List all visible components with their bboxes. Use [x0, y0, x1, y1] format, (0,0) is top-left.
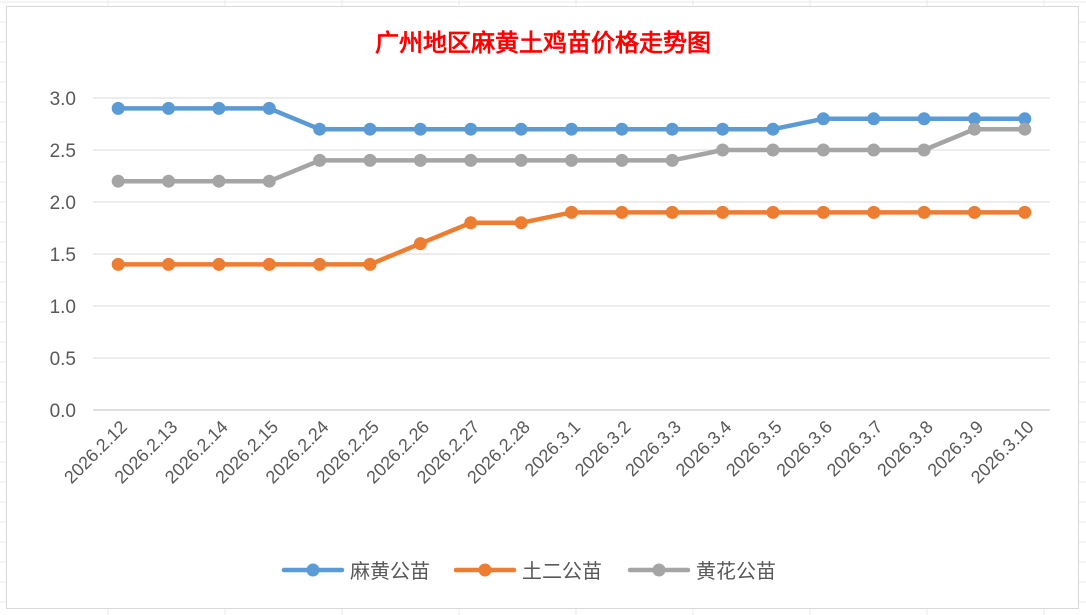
data-point-series-3	[1018, 122, 1032, 136]
data-point-series-1	[262, 101, 276, 115]
data-point-series-1	[413, 122, 427, 136]
data-point-series-1	[514, 122, 528, 136]
legend-label: 麻黄公苗	[350, 559, 430, 583]
data-point-series-3	[464, 153, 478, 167]
data-point-series-1	[565, 122, 578, 136]
data-point-series-1	[716, 122, 730, 136]
data-point-series-2	[816, 205, 830, 219]
chart-title: 广州地区麻黄土鸡苗价格走势图	[375, 28, 711, 57]
data-point-series-2	[565, 205, 578, 219]
data-point-series-2	[363, 257, 377, 271]
y-tick-label: 2.5	[50, 141, 76, 162]
data-point-series-2	[766, 205, 780, 219]
data-point-series-2	[917, 205, 931, 219]
legend-label: 黄花公苗	[696, 559, 776, 583]
data-point-series-3	[615, 153, 629, 167]
data-point-series-1	[917, 112, 931, 126]
legend-item-1: 麻黄公苗	[281, 559, 430, 583]
data-point-series-3	[716, 143, 730, 157]
data-point-series-3	[917, 143, 931, 157]
data-point-series-3	[313, 153, 327, 167]
data-point-series-3	[565, 153, 578, 167]
data-point-series-1	[615, 122, 629, 136]
data-point-series-2	[212, 257, 226, 271]
data-point-series-1	[816, 112, 830, 126]
legend-marker	[478, 563, 492, 577]
data-point-series-2	[262, 257, 276, 271]
data-point-series-2	[716, 205, 730, 219]
data-point-series-1	[464, 122, 478, 136]
data-point-series-3	[967, 122, 981, 136]
legend-item-2: 土二公苗	[453, 559, 602, 583]
data-point-series-3	[867, 143, 881, 157]
data-point-series-3	[514, 153, 528, 167]
data-point-series-2	[1018, 205, 1032, 219]
data-point-series-2	[665, 205, 679, 219]
data-point-series-1	[1018, 112, 1032, 126]
data-point-series-2	[514, 216, 528, 230]
y-tick-label: 1.5	[50, 245, 76, 266]
series-line-2	[115, 210, 1028, 267]
data-point-series-1	[867, 112, 881, 126]
data-point-series-2	[111, 257, 125, 271]
data-point-series-1	[766, 122, 780, 136]
data-point-series-2	[967, 205, 981, 219]
data-point-series-3	[262, 174, 276, 188]
data-point-series-2	[867, 205, 881, 219]
data-point-series-2	[413, 237, 427, 251]
data-point-series-1	[313, 122, 327, 136]
y-tick-label: 0.5	[50, 349, 76, 370]
data-point-series-3	[413, 153, 427, 167]
data-point-series-2	[464, 216, 478, 230]
data-point-series-3	[363, 153, 377, 167]
data-point-series-3	[212, 174, 226, 188]
data-point-series-1	[363, 122, 377, 136]
y-tick-label: 2.0	[50, 193, 76, 214]
data-point-series-1	[111, 101, 125, 115]
y-tick-label: 3.0	[50, 89, 76, 110]
data-point-series-1	[162, 101, 176, 115]
data-point-series-3	[162, 174, 176, 188]
legend-marker	[652, 563, 666, 577]
y-tick-label: 1.0	[50, 297, 76, 318]
data-point-series-3	[816, 143, 830, 157]
data-point-series-3	[766, 143, 780, 157]
y-tick-label: 0.0	[50, 401, 76, 422]
data-point-series-2	[162, 257, 176, 271]
data-point-series-3	[665, 153, 679, 167]
legend-label: 土二公苗	[522, 559, 602, 583]
data-point-series-2	[615, 205, 629, 219]
data-point-series-2	[313, 257, 327, 271]
data-point-series-1	[212, 101, 226, 115]
legend-marker	[306, 563, 320, 577]
data-point-series-3	[111, 174, 125, 188]
legend-item-3: 黄花公苗	[627, 559, 776, 583]
data-point-series-1	[967, 112, 981, 126]
data-point-series-1	[665, 122, 679, 136]
